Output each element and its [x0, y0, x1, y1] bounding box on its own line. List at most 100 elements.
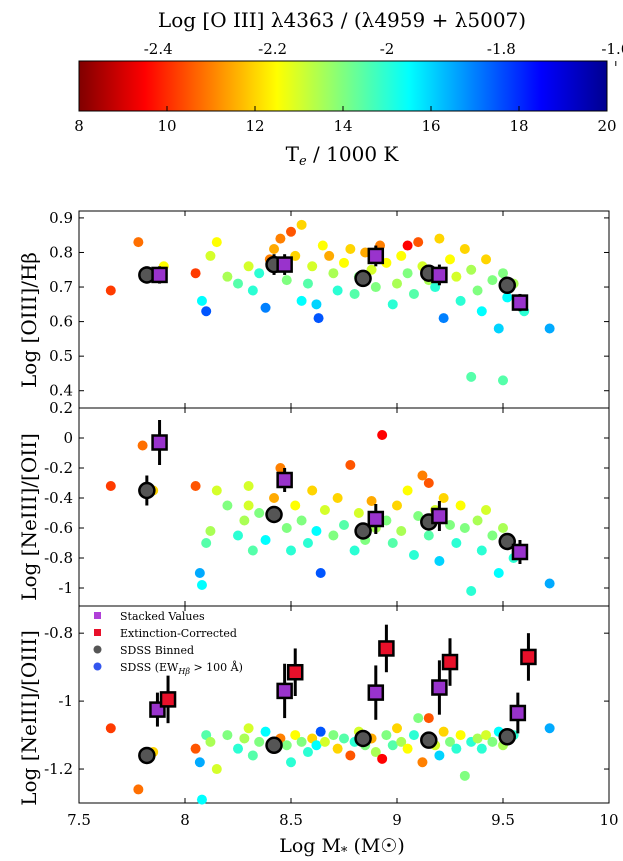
sdss-point: [402, 485, 413, 496]
colorbar-bottom-tick-label: 18: [509, 117, 528, 135]
sdss-point: [377, 753, 388, 764]
sdss-point: [105, 285, 116, 296]
sdss-point: [190, 743, 201, 754]
sdss-point: [319, 505, 330, 515]
ylabel-neiii-oii: Log [NeIII]/[OII]: [17, 433, 41, 601]
sdss-point: [451, 743, 462, 754]
sdss-point: [211, 237, 222, 248]
sdss-point: [105, 723, 116, 734]
sdss-point: [476, 545, 487, 556]
sdss-point: [286, 757, 296, 768]
sdss-point: [269, 244, 280, 255]
sdss-point: [254, 736, 265, 747]
sdss-point: [481, 505, 492, 515]
sdss-point: [445, 254, 455, 265]
sdss-point: [313, 313, 324, 324]
sdss-point: [222, 271, 233, 282]
sdss-point: [260, 726, 271, 737]
sdss-point: [459, 523, 470, 533]
sdss-point: [402, 240, 413, 251]
corrected-marker: [378, 640, 395, 657]
legend-corrected-marker: [94, 629, 101, 636]
sdss-point: [302, 747, 313, 758]
sdss-point: [328, 530, 339, 541]
sdss-point: [402, 743, 413, 754]
sdss-point: [402, 268, 413, 279]
sdss-point: [254, 508, 265, 518]
sdss-point: [392, 723, 402, 734]
sdss-point: [105, 481, 116, 491]
colorbar-top-tick-label: -2.2: [258, 40, 287, 58]
sdss-point: [281, 523, 292, 533]
stacked-marker: [276, 256, 293, 273]
y-tick-label: 0.9: [49, 209, 73, 227]
sdss-point: [544, 723, 555, 734]
sdss-point: [275, 233, 286, 244]
binned-marker: [354, 522, 372, 540]
sdss-point: [408, 288, 419, 299]
sdss-point: [345, 244, 356, 255]
sdss-point: [408, 730, 419, 741]
xlabel: Log M* (M☉): [279, 835, 405, 860]
y-tick-label: 0: [63, 429, 73, 447]
colorbar-bottom-label: Te / 1000 K: [286, 142, 400, 169]
sdss-point: [434, 750, 445, 761]
sdss-point: [233, 530, 243, 541]
sdss-point: [190, 481, 201, 491]
sdss-point: [396, 526, 407, 536]
sdss-point: [196, 794, 207, 805]
sdss-point: [434, 556, 445, 566]
sdss-point: [413, 713, 424, 724]
sdss-point: [392, 500, 402, 511]
stacked-marker: [367, 684, 385, 701]
binned-marker: [138, 746, 156, 765]
sdss-point: [243, 500, 254, 511]
sdss-point: [493, 568, 504, 578]
panel-oiii-hbeta: 0.4 0.5 0.6 0.7 0.8 0.9: [49, 209, 610, 409]
sdss-point: [194, 568, 205, 578]
sdss-point: [349, 288, 360, 299]
stacked-marker: [276, 471, 293, 489]
binned-marker: [354, 729, 372, 748]
y-tick-label: -0.8: [44, 549, 73, 567]
sdss-point: [332, 743, 343, 754]
legend-stacked-label: Stacked Values: [120, 610, 205, 623]
ylabel-neiii-oiii: Log [NeIII]/[OIII]: [17, 630, 41, 806]
y-tick-label: -0.2: [44, 459, 73, 477]
sdss-point: [466, 586, 477, 596]
stacked-marker: [431, 507, 448, 525]
sdss-point: [455, 730, 466, 741]
binned-marker: [498, 276, 516, 295]
legend-sdss-label: SDSS (EWHβ > 100 Å): [120, 660, 243, 676]
sdss-point: [502, 292, 513, 303]
sdss-point: [205, 526, 216, 536]
sdss-point: [392, 278, 402, 289]
sdss-point: [472, 285, 483, 296]
sdss-point: [438, 493, 449, 503]
sdss-point: [451, 271, 462, 282]
sdss-point: [349, 545, 360, 556]
binned-marker: [265, 505, 283, 524]
x-tick-label: 10: [599, 811, 618, 829]
y-tick-label: -0.4: [44, 489, 73, 507]
sdss-point: [307, 261, 318, 272]
sdss-point: [281, 275, 292, 286]
sdss-point: [387, 538, 398, 548]
sdss-point: [194, 757, 205, 768]
sdss-point: [459, 770, 470, 781]
x-tick-label: 8.5: [279, 811, 303, 829]
sdss-point: [455, 295, 466, 306]
y-tick-label: 0.4: [49, 382, 73, 400]
colorbar-top-title: Log [O III] λ4363 / (λ4959 + λ5007): [158, 8, 526, 32]
sdss-point: [472, 733, 483, 744]
sdss-point: [339, 733, 349, 744]
sdss-point: [498, 375, 508, 386]
sdss-point: [423, 713, 434, 724]
stacked-marker: [511, 294, 529, 311]
sdss-point: [296, 736, 307, 747]
sdss-point: [498, 268, 508, 279]
sdss-point: [434, 233, 445, 244]
sdss-point: [408, 550, 419, 560]
ylabel-oiii-hbeta: Log [OIII]/Hβ: [17, 252, 41, 388]
sdss-point: [205, 250, 216, 261]
